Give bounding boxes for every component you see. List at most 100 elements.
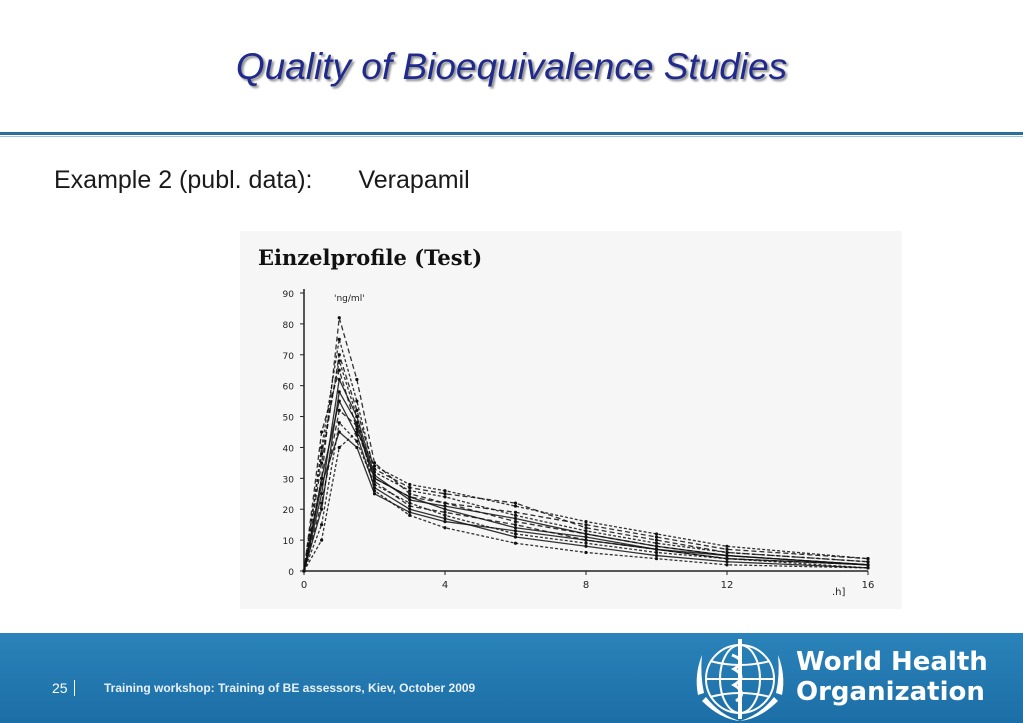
profile-data-point bbox=[408, 489, 412, 493]
profile-data-point bbox=[443, 492, 447, 496]
profile-data-point bbox=[355, 427, 359, 431]
y-tick-label: 0 bbox=[288, 568, 294, 578]
who-name-line2: Organization bbox=[796, 677, 985, 707]
profile-data-point bbox=[725, 550, 729, 555]
profile-data-point bbox=[320, 523, 324, 527]
profile-data-point bbox=[584, 519, 588, 524]
profile-data-point bbox=[725, 547, 729, 551]
profile-data-point bbox=[654, 557, 659, 561]
profile-data-point bbox=[654, 532, 659, 536]
profile-data-point bbox=[320, 492, 324, 496]
profile-data-point bbox=[513, 523, 518, 527]
slide-footer: 25 Training workshop: Training of BE ass… bbox=[0, 633, 1023, 723]
profile-data-point bbox=[337, 390, 341, 394]
chart-title: Einzelprofile (Test) bbox=[258, 245, 482, 270]
y-tick-label: 60 bbox=[283, 383, 295, 393]
profile-data-point bbox=[408, 513, 412, 517]
profile-data-point bbox=[408, 504, 412, 508]
profile-data-point bbox=[337, 377, 341, 382]
profile-data-point bbox=[355, 399, 359, 403]
profile-data-point bbox=[443, 507, 447, 511]
profile-data-point bbox=[408, 492, 412, 496]
profile-data-point bbox=[654, 547, 659, 551]
subtitle-drug-name: Verapamil bbox=[358, 166, 470, 194]
profile-data-point bbox=[725, 560, 729, 564]
profile-data-point bbox=[302, 569, 306, 573]
profile-data-point bbox=[443, 519, 447, 524]
y-tick-label: 30 bbox=[283, 475, 295, 485]
profile-data-point bbox=[654, 550, 659, 555]
x-axis-unit-label: .h] bbox=[832, 587, 846, 598]
profile-data-point bbox=[443, 526, 447, 530]
y-axis-unit-label: 'ng/ml' bbox=[334, 294, 365, 304]
profile-series-line bbox=[303, 339, 869, 572]
profile-data-point bbox=[443, 513, 447, 517]
profile-series-line bbox=[303, 367, 869, 572]
concentration-profile-figure: Einzelprofile (Test) 0 10 20 30 40 50 60 70 80 90 0… bbox=[240, 231, 902, 609]
profile-data-point bbox=[584, 550, 588, 555]
profile-data-point bbox=[584, 538, 588, 542]
profile-data-point bbox=[337, 408, 341, 412]
profile-data-point bbox=[355, 445, 359, 450]
profile-data-point bbox=[443, 504, 447, 508]
profile-data-point bbox=[408, 507, 412, 511]
profile-data-point bbox=[355, 414, 359, 419]
profile-data-point bbox=[443, 495, 447, 499]
profile-series-line bbox=[303, 430, 869, 572]
profile-data-point bbox=[337, 399, 341, 403]
y-tick-label: 90 bbox=[283, 290, 295, 300]
page-number: 25 bbox=[52, 680, 68, 696]
profile-data-point bbox=[320, 476, 324, 480]
profile-series-line bbox=[303, 409, 869, 572]
page-number-separator bbox=[74, 680, 75, 696]
slide-title: Quality of Bioequivalence Studies bbox=[235, 46, 788, 87]
profile-series-line bbox=[303, 354, 869, 572]
profile-data-point bbox=[584, 544, 588, 548]
profile-data-point bbox=[337, 368, 341, 372]
profile-data-point bbox=[513, 513, 518, 517]
profile-data-point bbox=[513, 501, 518, 505]
profile-data-point bbox=[654, 535, 659, 539]
profile-data-point bbox=[337, 353, 341, 357]
profile-data-point bbox=[337, 430, 341, 434]
profile-data-point bbox=[513, 535, 518, 539]
who-name: World Health Organization bbox=[796, 647, 988, 707]
footer-workshop-text: Training workshop: Training of BE assess… bbox=[104, 681, 476, 695]
profile-series-line bbox=[303, 360, 869, 572]
profile-data-point bbox=[337, 445, 341, 450]
who-name-line1: World Health bbox=[796, 647, 988, 677]
y-tick-label: 10 bbox=[283, 537, 295, 547]
profile-data-point bbox=[725, 557, 729, 561]
profile-series-line bbox=[303, 377, 869, 572]
profile-data-point bbox=[408, 495, 412, 499]
y-tick-label: 70 bbox=[283, 352, 295, 362]
profile-data-point bbox=[408, 498, 412, 502]
profile-data-point bbox=[320, 430, 324, 434]
profile-data-point bbox=[355, 424, 359, 428]
profile-data-point bbox=[443, 510, 447, 514]
profile-data-point bbox=[513, 516, 518, 521]
y-tick-label: 80 bbox=[283, 321, 295, 331]
profile-data-point bbox=[320, 482, 324, 487]
profile-series-line bbox=[303, 399, 869, 572]
profile-data-point bbox=[372, 464, 377, 468]
profile-data-point bbox=[320, 538, 324, 542]
profile-data-point bbox=[337, 316, 341, 320]
profile-series-line bbox=[303, 430, 869, 572]
profile-data-point bbox=[513, 519, 518, 524]
x-tick-label: 0 bbox=[301, 580, 307, 591]
profile-data-point bbox=[513, 510, 518, 514]
profile-data-point bbox=[725, 553, 729, 558]
slide-subtitle: Example 2 (publ. data): Verapamil bbox=[54, 166, 470, 195]
profile-data-point bbox=[654, 538, 659, 542]
x-tick-label: 8 bbox=[583, 580, 589, 591]
who-emblem-icon bbox=[696, 639, 784, 721]
profile-data-point bbox=[584, 523, 588, 527]
title-divider bbox=[0, 132, 1023, 135]
profile-data-point bbox=[654, 541, 659, 545]
profile-data-point bbox=[584, 529, 588, 533]
profile-data-point bbox=[584, 532, 588, 536]
profile-data-point bbox=[355, 439, 359, 443]
profile-data-point bbox=[866, 566, 870, 570]
y-tick-label: 50 bbox=[283, 414, 295, 424]
